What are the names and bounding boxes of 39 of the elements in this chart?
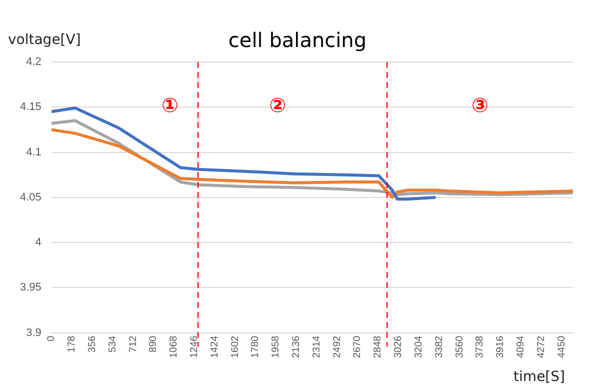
x-tick-label: 4450	[556, 335, 568, 358]
x-tick-label: 3026	[393, 335, 404, 358]
x-tick-label: 0	[46, 335, 58, 342]
x-axis-title: time[S]	[514, 369, 565, 385]
x-tick-label: 1068	[168, 335, 180, 358]
annotation: ①	[162, 93, 178, 118]
x-tick-label: 2136	[291, 335, 302, 358]
x-tick-label: 2492	[332, 335, 343, 358]
y-tick-label: 4.1	[26, 146, 42, 158]
x-tick-label: 3560	[454, 335, 466, 358]
x-tick-label: 890	[148, 335, 160, 352]
x-tick-label: 3738	[474, 335, 486, 358]
x-tick-label: 2314	[311, 335, 322, 358]
x-tick-label: 356	[86, 335, 98, 352]
y-tick-label: 4.15	[20, 101, 42, 114]
x-tick-label: 4272	[536, 335, 547, 358]
x-tick-label: 534	[107, 335, 118, 352]
x-tick-label: 2670	[352, 335, 364, 358]
x-tick-label: 2848	[372, 335, 384, 358]
y-tick-label: 3.95	[20, 282, 42, 294]
annotation: ③	[472, 93, 488, 118]
x-tick-label: 3204	[413, 335, 424, 358]
x-tick-label: 1424	[209, 335, 220, 358]
x-tick-label: 1958	[270, 335, 282, 358]
x-tick-label: 178	[66, 335, 78, 352]
y-tick-label: 4	[35, 236, 42, 249]
x-tick-label: 4094	[515, 335, 526, 358]
x-tick-label: 1602	[230, 335, 241, 358]
x-tick-label: 3382	[434, 335, 445, 358]
x-tick-label: 1780	[250, 335, 262, 358]
annotation: ②	[269, 93, 286, 118]
x-tick-label: 712	[128, 335, 139, 352]
x-tick-label: 3916	[495, 335, 506, 358]
y-axis-title: voltage[V]	[8, 32, 81, 48]
y-tick-label: 3.9	[26, 326, 42, 339]
chart-title: cell balancing	[228, 28, 367, 52]
y-tick-label: 4.05	[20, 191, 42, 204]
x-tick-label: 1246	[188, 335, 200, 358]
y-tick-label: 4.2	[26, 56, 42, 68]
